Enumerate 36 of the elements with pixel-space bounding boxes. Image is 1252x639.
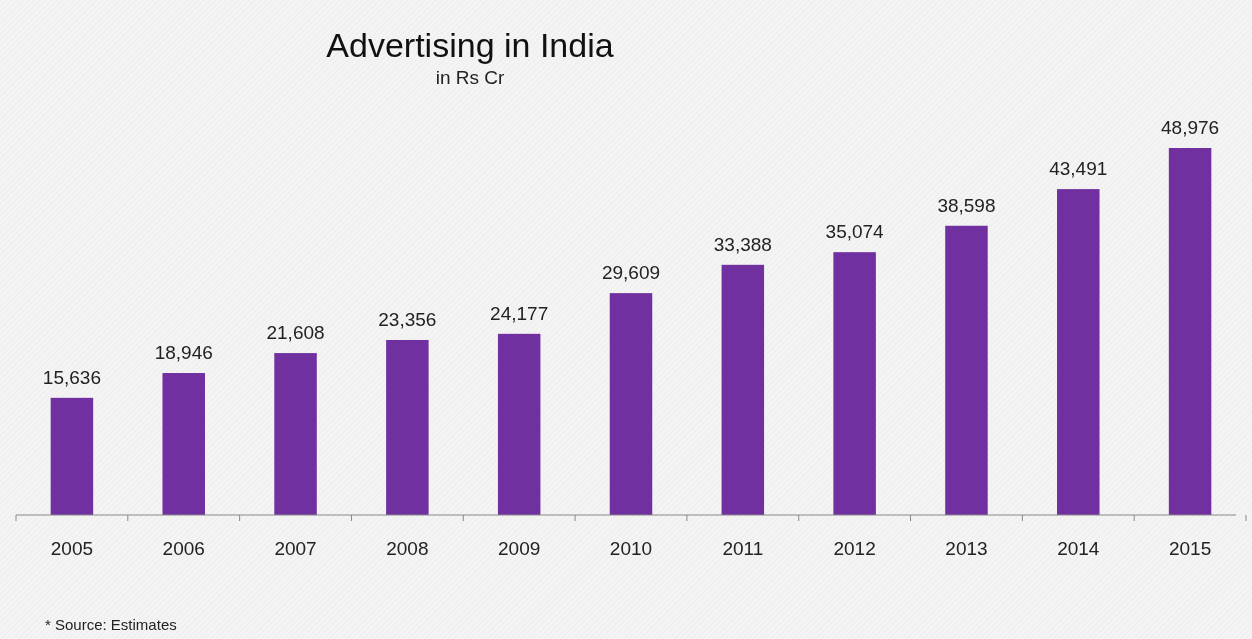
chart-title: Advertising in India (326, 26, 614, 64)
x-tick-label: 2012 (833, 538, 876, 559)
x-tick-label: 2008 (386, 538, 429, 559)
chart-subtitle: in Rs Cr (435, 67, 505, 88)
bar (945, 225, 988, 515)
bar (162, 373, 205, 515)
x-tick-label: 2005 (50, 538, 94, 559)
data-label: 21,608 (266, 322, 325, 344)
data-label: 23,356 (378, 308, 437, 330)
bar (1057, 189, 1100, 515)
bar (833, 252, 876, 515)
bar (386, 339, 429, 515)
bar (497, 333, 541, 515)
x-tick-label: 2010 (609, 538, 653, 559)
x-tick-label: 2015 (1168, 538, 1212, 559)
data-label: 38,598 (937, 194, 996, 216)
bar (609, 293, 653, 515)
x-tick-label: 2011 (722, 538, 764, 559)
x-tick-label: 2009 (498, 538, 541, 559)
bar (721, 264, 765, 515)
bar (50, 397, 94, 515)
data-label: 15,636 (42, 366, 101, 388)
data-label: 35,074 (825, 221, 885, 243)
bar (274, 353, 317, 515)
data-label: 48,976 (1161, 117, 1220, 138)
data-label: 24,177 (490, 302, 549, 324)
data-label: 33,388 (713, 233, 772, 255)
data-label: 43,491 (1049, 158, 1108, 180)
x-tick-label: 2007 (274, 538, 317, 559)
data-label: 29,609 (601, 262, 661, 284)
bar (1168, 148, 1212, 515)
data-label: 18,946 (154, 342, 213, 364)
x-tick-label: 2006 (162, 538, 205, 559)
x-tick-label: 2013 (945, 538, 988, 559)
x-tick-label: 2014 (1057, 538, 1100, 559)
text: * Source: Estimates (45, 616, 177, 633)
